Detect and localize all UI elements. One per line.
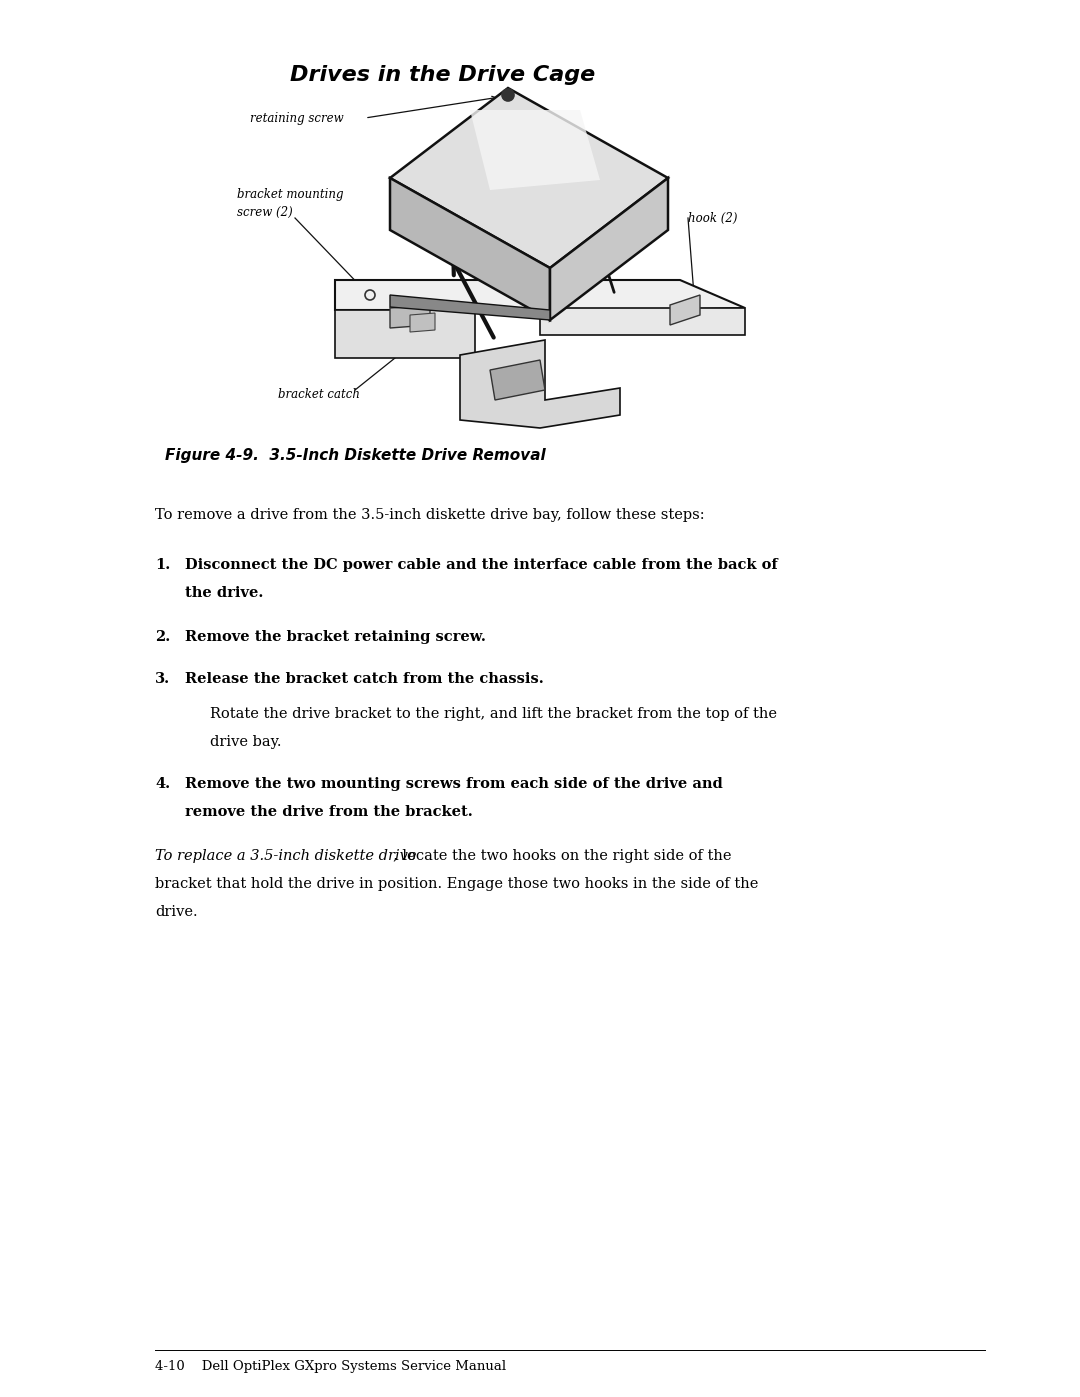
Text: , locate the two hooks on the right side of the: , locate the two hooks on the right side… bbox=[393, 849, 731, 863]
Text: Rotate the drive bracket to the right, and lift the bracket from the top of the: Rotate the drive bracket to the right, a… bbox=[210, 707, 777, 721]
Polygon shape bbox=[390, 305, 430, 328]
Text: Drives in the Drive Cage: Drives in the Drive Cage bbox=[291, 66, 595, 85]
Text: bracket that hold the drive in position. Engage those two hooks in the side of t: bracket that hold the drive in position.… bbox=[156, 877, 758, 891]
Polygon shape bbox=[670, 295, 700, 326]
Text: bracket mounting: bracket mounting bbox=[237, 189, 343, 201]
Text: drive.: drive. bbox=[156, 905, 198, 919]
Text: To remove a drive from the 3.5-inch diskette drive bay, follow these steps:: To remove a drive from the 3.5-inch disk… bbox=[156, 509, 704, 522]
Polygon shape bbox=[335, 310, 475, 358]
Text: the drive.: the drive. bbox=[185, 585, 264, 599]
Text: Figure 4-9.  3.5-Inch Diskette Drive Removal: Figure 4-9. 3.5-Inch Diskette Drive Remo… bbox=[165, 448, 545, 462]
Polygon shape bbox=[460, 339, 620, 427]
Text: Remove the bracket retaining screw.: Remove the bracket retaining screw. bbox=[185, 630, 486, 644]
Circle shape bbox=[502, 89, 514, 101]
Text: 2.: 2. bbox=[156, 630, 171, 644]
Text: drive bay.: drive bay. bbox=[210, 735, 282, 749]
Text: 4-10    Dell OptiPlex GXpro Systems Service Manual: 4-10 Dell OptiPlex GXpro Systems Service… bbox=[156, 1361, 507, 1373]
Polygon shape bbox=[335, 279, 745, 312]
Text: To replace a 3.5-inch diskette drive: To replace a 3.5-inch diskette drive bbox=[156, 849, 417, 863]
Text: Disconnect the DC power cable and the interface cable from the back of: Disconnect the DC power cable and the in… bbox=[185, 557, 778, 571]
Polygon shape bbox=[470, 110, 600, 190]
Polygon shape bbox=[390, 177, 550, 320]
Text: screw (2): screw (2) bbox=[237, 205, 293, 219]
Text: hook (2): hook (2) bbox=[688, 211, 738, 225]
Text: retaining screw: retaining screw bbox=[249, 112, 343, 124]
Polygon shape bbox=[390, 295, 550, 320]
Text: 4.: 4. bbox=[156, 777, 171, 791]
Polygon shape bbox=[410, 313, 435, 332]
Text: bracket catch: bracket catch bbox=[278, 388, 360, 401]
Text: 3.: 3. bbox=[156, 672, 171, 686]
Polygon shape bbox=[550, 177, 669, 320]
Text: Release the bracket catch from the chassis.: Release the bracket catch from the chass… bbox=[185, 672, 543, 686]
Polygon shape bbox=[390, 88, 669, 268]
Polygon shape bbox=[490, 360, 545, 400]
Text: Remove the two mounting screws from each side of the drive and: Remove the two mounting screws from each… bbox=[185, 777, 723, 791]
Polygon shape bbox=[540, 307, 745, 335]
Text: 1.: 1. bbox=[156, 557, 171, 571]
Text: remove the drive from the bracket.: remove the drive from the bracket. bbox=[185, 805, 473, 819]
